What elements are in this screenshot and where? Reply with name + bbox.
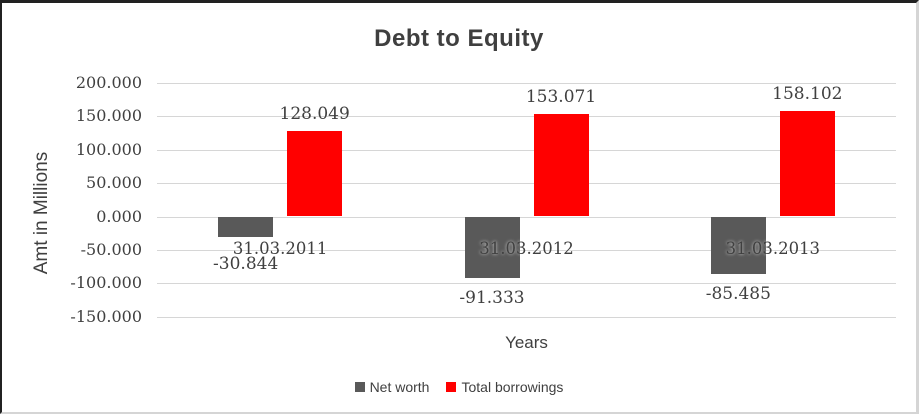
y-tick-label: -50.000 [80, 239, 142, 259]
gridline [157, 283, 896, 285]
y-tick-label: -150.000 [70, 306, 142, 326]
bar-net-worth [710, 216, 766, 274]
y-tick-label: 200.000 [75, 72, 142, 92]
data-label-total-borrowings: 128.049 [279, 103, 350, 124]
y-tick-label: -100.000 [70, 273, 142, 293]
y-tick-label: 150.000 [75, 106, 142, 126]
legend-swatch-icon [446, 382, 457, 392]
legend: Net worth Total borrowings [2, 379, 916, 395]
gridline [157, 116, 896, 118]
y-tick-label: 0.000 [96, 206, 142, 226]
bar-total-borrowings [287, 130, 343, 217]
legend-item-total-borrowings: Total borrowings [446, 379, 563, 395]
legend-label: Total borrowings [461, 379, 564, 395]
gridline [157, 82, 896, 84]
gridline [157, 249, 896, 251]
bar-net-worth [464, 216, 520, 278]
data-label-net-worth: -30.844 [213, 254, 279, 274]
category-label: 31.03.2011 [232, 239, 328, 258]
y-tick-label: 100.000 [75, 139, 142, 159]
chart-title: Debt to Equity [374, 25, 544, 52]
category-label: 31.03.2012 [479, 239, 574, 258]
bar-net-worth [218, 216, 274, 238]
x-axis-title: Years [505, 333, 548, 352]
data-label-net-worth: -91.333 [459, 287, 525, 308]
legend-label: Net worth [369, 379, 430, 395]
gridline [157, 316, 896, 318]
data-label-net-worth: -85.485 [705, 283, 771, 304]
y-tick-label: 50.000 [86, 173, 142, 193]
gridline [157, 149, 896, 151]
gridline [157, 183, 896, 185]
category-label: 31.03.2013 [725, 239, 821, 258]
bar-total-borrowings [533, 114, 589, 217]
bar-total-borrowings [779, 110, 835, 217]
data-label-total-borrowings: 158.102 [772, 83, 843, 104]
legend-item-net-worth: Net worth [354, 379, 430, 395]
data-label-total-borrowings: 153.071 [525, 87, 597, 108]
legend-swatch-icon [354, 382, 365, 392]
gridline [157, 216, 896, 218]
